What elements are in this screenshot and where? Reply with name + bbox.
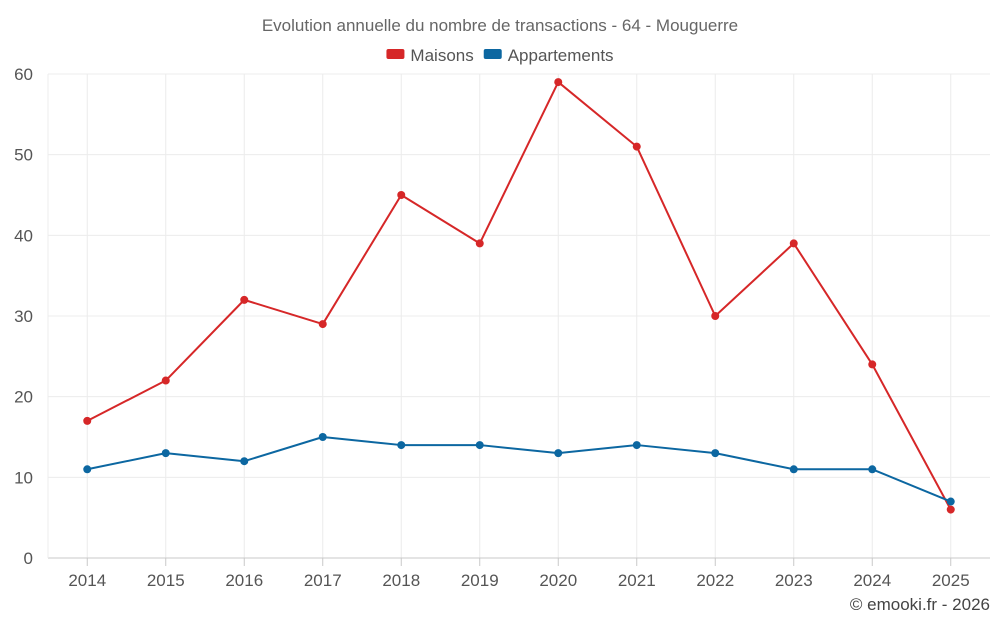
data-point-appartements bbox=[789, 465, 798, 474]
data-point-appartements bbox=[240, 457, 249, 466]
data-point-maisons bbox=[868, 360, 877, 369]
x-tick-label: 2019 bbox=[461, 571, 499, 590]
data-point-maisons bbox=[397, 191, 406, 199]
y-tick-label: 40 bbox=[14, 226, 33, 245]
y-tick-label: 50 bbox=[14, 146, 33, 165]
legend-swatch-appartements bbox=[483, 49, 502, 59]
x-tick-label: 2025 bbox=[932, 571, 970, 590]
data-point-appartements bbox=[161, 449, 170, 458]
axes: 0 10 20 30 40 50 60 2014 2015 2016 2017 2018 2019 202… bbox=[14, 65, 990, 590]
credit-text: © emooki.fr - 2026 bbox=[850, 595, 990, 614]
x-tick-label: 2014 bbox=[68, 571, 106, 590]
x-tick-label: 2020 bbox=[539, 571, 577, 590]
x-tick-label: 2021 bbox=[618, 571, 656, 590]
x-tick-label: 2023 bbox=[775, 571, 813, 590]
data-point-maisons bbox=[240, 295, 249, 304]
data-point-maisons bbox=[632, 142, 641, 151]
chart-title: Evolution annuelle du nombre de transact… bbox=[262, 16, 738, 35]
x-tick-label: 2018 bbox=[382, 571, 420, 590]
legend-label-maisons: Maisons bbox=[410, 46, 473, 65]
data-point-maisons bbox=[475, 239, 484, 248]
y-tick-label: 30 bbox=[14, 307, 33, 326]
grid bbox=[48, 73, 990, 559]
y-tick-label: 60 bbox=[14, 65, 33, 84]
x-tick-label: 2016 bbox=[225, 571, 263, 590]
data-point-appartements bbox=[711, 449, 720, 458]
data-point-maisons bbox=[554, 78, 563, 87]
legend-swatch-maisons bbox=[386, 49, 405, 59]
x-tick-label: 2017 bbox=[304, 571, 342, 590]
legend-label-appartements: Appartements bbox=[508, 46, 614, 65]
x-tick-label: 2022 bbox=[696, 571, 734, 590]
data-point-appartements bbox=[83, 465, 92, 474]
series-line-appartements bbox=[87, 436, 952, 503]
data-point-appartements bbox=[554, 449, 563, 458]
data-point-maisons bbox=[946, 505, 955, 514]
data-point-maisons bbox=[161, 376, 170, 385]
series-group bbox=[83, 78, 955, 514]
data-point-appartements bbox=[475, 441, 484, 450]
data-point-maisons bbox=[318, 320, 327, 329]
data-point-maisons bbox=[789, 239, 798, 248]
data-point-appartements bbox=[632, 441, 641, 450]
x-tick-label: 2015 bbox=[147, 571, 185, 590]
legend: Maisons Appartements bbox=[386, 46, 614, 65]
x-tick-label: 2024 bbox=[853, 571, 891, 590]
data-point-appartements bbox=[946, 497, 955, 506]
data-point-appartements bbox=[397, 441, 406, 450]
series-line-maisons bbox=[86, 81, 952, 511]
y-tick-label: 10 bbox=[14, 468, 33, 487]
y-tick-label: 20 bbox=[14, 388, 33, 407]
data-point-maisons bbox=[711, 312, 720, 320]
data-point-appartements bbox=[868, 465, 877, 474]
data-point-appartements bbox=[318, 433, 327, 441]
data-point-maisons bbox=[83, 416, 92, 425]
y-tick-label: 0 bbox=[24, 549, 33, 568]
